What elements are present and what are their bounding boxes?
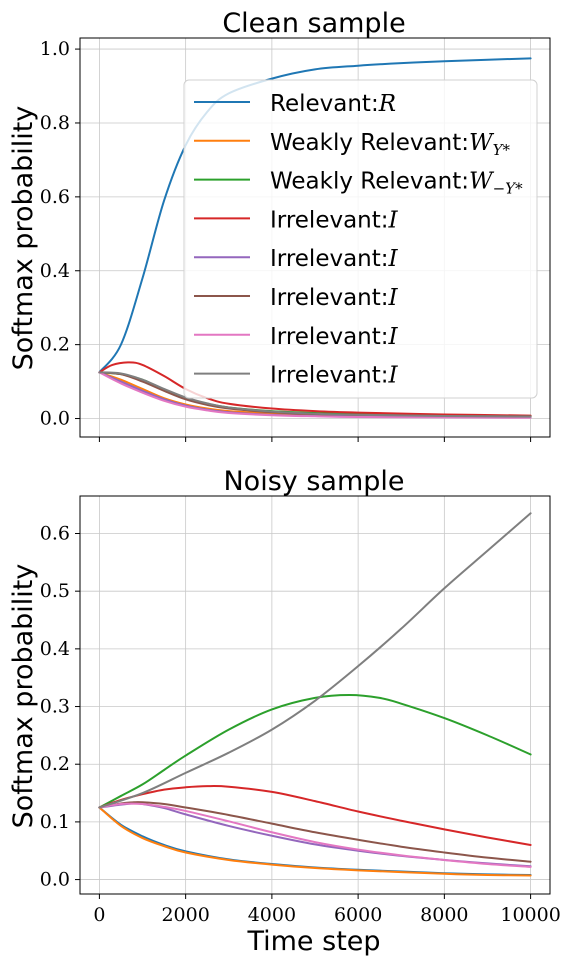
legend-entry: Weakly Relevant:WY* [270, 130, 511, 159]
noisy-plot-frame [79, 495, 551, 895]
noisy-grid [80, 496, 550, 894]
noisy-ticks: 0 2000 4000 6000 8000 10000 0.0 0.1 0.2 0.3 0.4 0.5… [40, 522, 561, 926]
x-tick-label: 0 [93, 904, 105, 926]
noisy-x-axis-label: Time step [246, 926, 380, 957]
y-tick-label: 0.1 [40, 811, 70, 833]
y-tick-label: 0.5 [40, 580, 70, 602]
y-tick-label: 0.4 [40, 638, 70, 660]
y-tick-label: 1.0 [40, 38, 70, 60]
series-line [98, 361, 532, 417]
y-tick-label: 0.0 [40, 869, 70, 891]
y-tick-label: 0.4 [40, 260, 70, 282]
series-line [98, 371, 532, 419]
clean-plot-frame [79, 37, 551, 438]
clean-y-axis-label: Softmax probability [8, 106, 39, 371]
legend-entry: Irrelevant:I [270, 246, 399, 272]
clean-ticks: 0.0 0.2 0.4 0.6 0.8 1.0 [40, 38, 532, 442]
y-tick-label: 0.0 [40, 408, 70, 430]
noisy-sample-panel: Noisy sample Softmax probability 0 2000 40… [8, 466, 561, 957]
y-tick-label: 0.6 [40, 522, 70, 544]
x-tick-label: 4000 [248, 904, 296, 926]
clean-series-lines [98, 57, 532, 419]
legend-box [183, 79, 538, 399]
clean-legend: Relevant:R Weakly Relevant:WY* Weakly Rele… [183, 79, 538, 399]
series-line [98, 512, 532, 809]
legend-entry: Relevant:R [270, 91, 396, 117]
clean-sample-panel: Clean sample Softmax probability 0.00.20… [8, 8, 551, 442]
noisy-series-lines [98, 512, 532, 877]
noisy-y-axis-label: Softmax probability [8, 564, 39, 829]
y-tick-label: 0.6 [40, 186, 70, 208]
series-line [98, 785, 532, 846]
series-line [98, 802, 532, 868]
series-line [98, 801, 532, 863]
series-line [98, 806, 532, 877]
clean-sample-title: Clean sample [222, 8, 405, 39]
noisy-sample-title: Noisy sample [223, 466, 404, 497]
y-tick-label: 0.3 [40, 696, 70, 718]
legend-entry: Irrelevant:I [270, 207, 399, 233]
legend-entry: Irrelevant:I [270, 285, 399, 311]
series-line [98, 694, 532, 809]
x-tick-label: 2000 [161, 904, 209, 926]
series-line [98, 371, 532, 418]
y-tick-label: 0.8 [40, 112, 70, 134]
legend-entry: Weakly Relevant:W−Y* [270, 169, 523, 198]
x-tick-label: 10000 [500, 904, 560, 926]
legend-entry: Irrelevant:I [270, 363, 399, 389]
y-tick-label: 0.2 [40, 334, 70, 356]
x-tick-label: 6000 [334, 904, 382, 926]
y-tick-label: 0.2 [40, 753, 70, 775]
x-tick-label: 8000 [420, 904, 468, 926]
series-line [98, 802, 532, 868]
legend-entry: Irrelevant:I [270, 324, 399, 350]
